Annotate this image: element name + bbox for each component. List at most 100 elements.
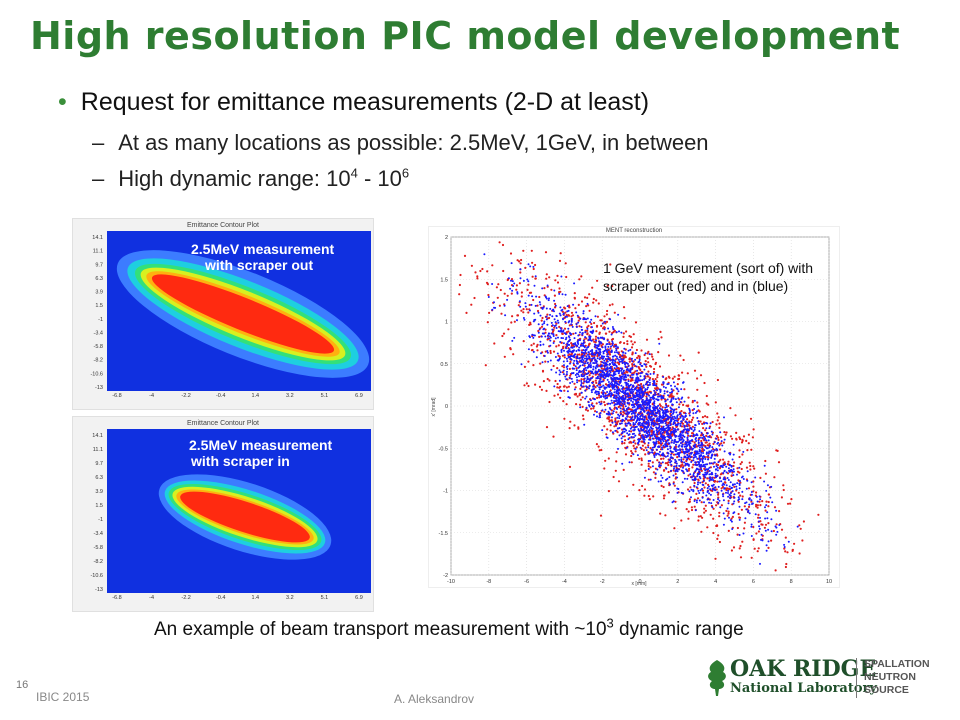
blue-point bbox=[748, 498, 751, 501]
blue-point bbox=[680, 458, 683, 461]
red-point bbox=[603, 410, 606, 413]
blue-point bbox=[629, 376, 632, 379]
blue-point bbox=[642, 399, 644, 401]
red-point bbox=[578, 325, 581, 328]
blue-point bbox=[656, 417, 659, 420]
red-point bbox=[691, 409, 694, 412]
x-tick-label: -2 bbox=[600, 579, 605, 585]
blue-point bbox=[750, 525, 753, 528]
blue-point bbox=[733, 483, 736, 486]
red-point bbox=[518, 260, 521, 263]
blue-point bbox=[624, 405, 627, 408]
red-point bbox=[540, 319, 543, 322]
red-point bbox=[786, 502, 790, 505]
blue-point bbox=[676, 415, 679, 418]
blue-point bbox=[659, 416, 661, 419]
blue-point bbox=[703, 473, 706, 476]
scatter-x-ticks: -10 -8 -6 -4 -2 0 2 4 6 8 10 bbox=[447, 579, 832, 585]
blue-point bbox=[678, 439, 681, 442]
blue-point bbox=[522, 317, 525, 319]
blue-point bbox=[602, 350, 605, 353]
blue-point bbox=[641, 422, 643, 425]
red-point bbox=[625, 330, 628, 333]
blue-point bbox=[706, 487, 709, 490]
blue-point bbox=[639, 446, 642, 449]
red-point bbox=[644, 446, 647, 449]
blue-point bbox=[738, 466, 741, 469]
red-point bbox=[512, 353, 515, 356]
blue-point bbox=[569, 350, 572, 353]
red-point bbox=[598, 396, 601, 399]
blue-point bbox=[583, 380, 586, 383]
red-point bbox=[599, 319, 602, 322]
red-point bbox=[752, 465, 755, 468]
blue-point bbox=[614, 403, 617, 406]
blue-point bbox=[634, 396, 637, 399]
logo-sns-3: SOURCE bbox=[864, 684, 909, 696]
blue-point bbox=[560, 337, 563, 339]
red-point bbox=[647, 462, 650, 465]
red-point bbox=[484, 364, 487, 367]
blue-point bbox=[613, 376, 616, 379]
y-tick-label: -13 bbox=[95, 587, 103, 593]
blue-point bbox=[686, 456, 689, 459]
red-point bbox=[732, 464, 735, 468]
x-tick-label: -4 bbox=[562, 579, 567, 585]
red-point bbox=[564, 307, 567, 310]
blue-point bbox=[560, 275, 563, 278]
blue-point bbox=[664, 443, 667, 446]
blue-point bbox=[595, 339, 598, 342]
blue-point bbox=[736, 482, 739, 485]
blue-point bbox=[563, 354, 566, 357]
blue-point bbox=[627, 422, 630, 425]
blue-point bbox=[604, 397, 607, 400]
red-point bbox=[685, 508, 688, 511]
red-point bbox=[699, 515, 702, 518]
red-point bbox=[690, 421, 693, 424]
blue-point bbox=[695, 437, 698, 439]
red-point bbox=[660, 484, 663, 487]
red-point bbox=[630, 454, 633, 458]
red-point bbox=[562, 366, 566, 369]
blue-point bbox=[741, 490, 744, 493]
label-line-1: 2.5MeV measurement bbox=[191, 241, 335, 257]
blue-point bbox=[635, 391, 638, 394]
red-point bbox=[595, 330, 598, 333]
blue-point bbox=[586, 381, 589, 384]
red-point bbox=[522, 311, 525, 314]
blue-point bbox=[692, 430, 695, 432]
red-point bbox=[683, 388, 686, 391]
red-point bbox=[623, 442, 626, 445]
blue-point bbox=[605, 343, 608, 346]
blue-point bbox=[701, 436, 704, 439]
blue-point bbox=[660, 480, 662, 483]
red-point bbox=[660, 457, 663, 460]
blue-point bbox=[554, 304, 557, 307]
blue-point bbox=[619, 403, 621, 406]
blue-point bbox=[611, 431, 614, 434]
blue-point bbox=[600, 385, 603, 388]
red-point bbox=[685, 404, 688, 407]
blue-point bbox=[652, 395, 655, 397]
red-point bbox=[476, 277, 479, 280]
blue-point bbox=[615, 331, 618, 334]
blue-point bbox=[551, 324, 554, 327]
red-point bbox=[707, 403, 710, 406]
blue-point bbox=[679, 401, 682, 403]
blue-point bbox=[694, 454, 697, 457]
blue-point bbox=[720, 440, 723, 443]
blue-point bbox=[620, 358, 623, 361]
blue-point bbox=[711, 454, 714, 457]
blue-point bbox=[633, 388, 636, 391]
red-point bbox=[587, 370, 591, 373]
blue-point bbox=[647, 446, 650, 449]
blue-point bbox=[732, 468, 735, 471]
blue-point bbox=[668, 476, 671, 479]
blue-point bbox=[624, 352, 627, 355]
red-point bbox=[573, 292, 576, 295]
red-point bbox=[756, 504, 759, 507]
x-tick-label: -4 bbox=[149, 393, 154, 399]
red-point bbox=[567, 385, 570, 388]
blue-point bbox=[619, 360, 621, 363]
red-point bbox=[596, 279, 599, 282]
